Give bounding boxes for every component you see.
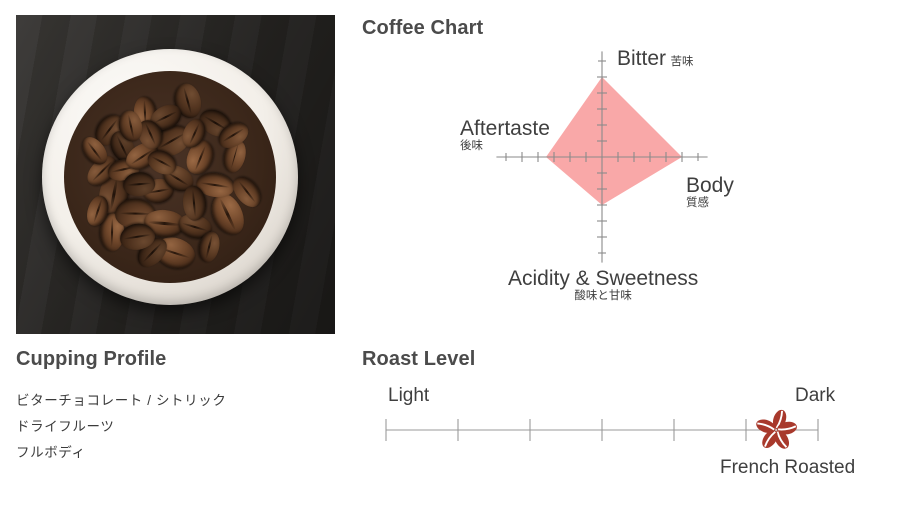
axis-label-en: Aftertaste	[460, 117, 550, 140]
axis-label-jp: 苦味	[670, 56, 694, 68]
axis-label-en: Acidity & Sweetness	[508, 267, 699, 290]
coffee-bean-shape	[762, 430, 778, 448]
roast-selected-label: French Roasted	[720, 457, 856, 478]
coffee-bean-shape	[774, 430, 790, 449]
roast-axis-line	[385, 419, 819, 441]
coffee-bean-cluster-icon	[756, 409, 797, 449]
radar-chart-svg	[496, 51, 708, 263]
axis-label-jp: 後味	[460, 140, 483, 153]
roast-level-svg	[385, 409, 819, 449]
white-bowl	[42, 49, 298, 305]
roast-level-title: Roast Level	[362, 348, 476, 370]
bowl-interior	[64, 71, 276, 283]
cupping-note-1: ビターチョコレート / シトリック	[16, 393, 227, 408]
cupping-note-2: ドライフルーツ	[16, 419, 115, 434]
radar-axis-label-bitter: Bitter 苦味	[617, 47, 694, 70]
radar-chart: Bitter 苦味 Body 質感 Aftertaste 後味 Acidity …	[355, 10, 900, 320]
axis-label-jp: 質感	[686, 197, 709, 210]
coffee-bean-shape	[756, 419, 776, 433]
axis-label-jp: 酸味と甘味	[574, 290, 632, 303]
roast-label-light: Light	[388, 385, 430, 406]
radar-axis-label-acidity: Acidity & Sweetness 酸味と甘味	[508, 267, 699, 303]
cupping-profile-title: Cupping Profile	[16, 348, 167, 370]
coffee-chart-title: Coffee Chart	[362, 17, 484, 39]
roast-level-scale: Light Dark French Roasted	[355, 340, 900, 500]
roast-label-dark: Dark	[795, 385, 836, 406]
axis-label-en: Body	[686, 174, 734, 197]
radar-axis-label-aftertaste: Aftertaste 後味	[460, 117, 550, 153]
cupping-note-3: フルボディ	[16, 445, 86, 460]
coffee-bean-shape	[777, 421, 797, 435]
axis-label-en: Bitter	[617, 47, 667, 70]
radar-axis-label-body: Body 質感	[686, 174, 734, 210]
radar-axis-lines	[496, 51, 708, 263]
radar-data-polygon	[546, 77, 682, 205]
coffee-beans-photo	[16, 15, 335, 334]
